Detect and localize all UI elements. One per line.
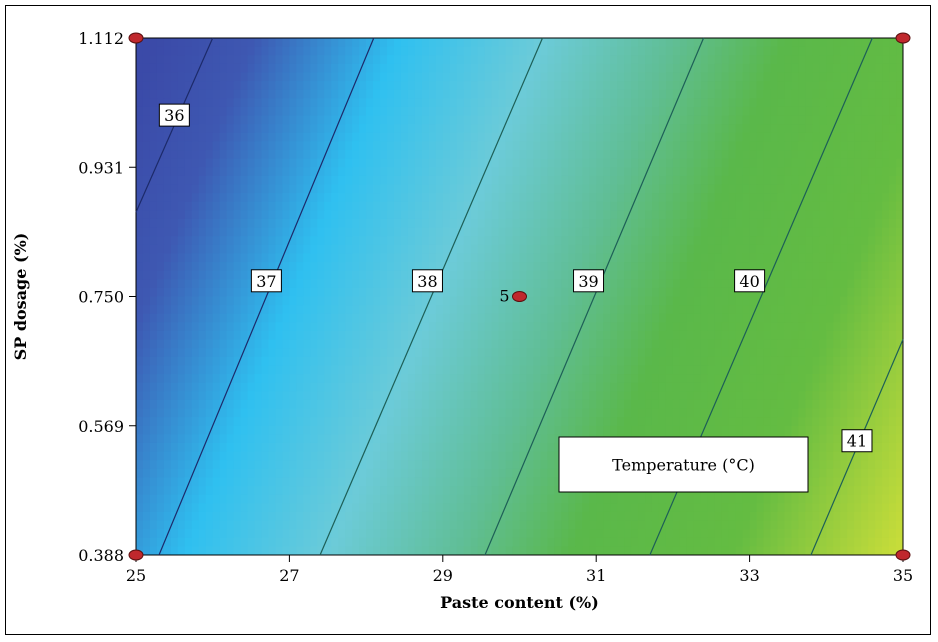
contour-label-box-37 (250, 269, 282, 293)
x-tick-label: 31 (586, 566, 606, 585)
contour-label-box-39 (573, 269, 605, 293)
design-point (895, 32, 911, 44)
contour-label-box-40 (734, 269, 766, 293)
design-point (128, 549, 144, 561)
x-tick-label: 27 (279, 566, 299, 585)
contour-label-box-41 (841, 429, 873, 453)
y-tick-label: 0.388 (78, 546, 124, 565)
y-tick-label: 0.931 (78, 158, 124, 177)
x-tick-label: 25 (126, 566, 146, 585)
contour-label-41: 41 (847, 432, 867, 451)
contour-chart: 36 37 38 39 40 41 25 27 29 31 33 35 0.388 0.569 0.750… (11, 29, 913, 612)
contour-label-39: 39 (578, 272, 598, 291)
y-axis-title: SP dosage (%) (11, 233, 30, 361)
x-tick-label: 35 (893, 566, 913, 585)
contour-line-37 (158, 37, 375, 556)
x-axis-title: Paste content (%) (440, 593, 599, 612)
contour-label-40: 40 (739, 272, 759, 291)
contour-line-39 (484, 37, 705, 556)
chart-frame: 36 37 38 39 40 41 25 27 29 31 33 35 0.388 0.569 0.750… (5, 5, 931, 635)
contour-label-box-36 (158, 103, 190, 127)
y-tick-label: 1.112 (78, 29, 124, 48)
design-point-label: 5 (499, 287, 509, 306)
y-tick-label: 0.750 (78, 288, 124, 307)
x-tick-label: 29 (433, 566, 453, 585)
contour-line-38 (319, 37, 544, 556)
legend-box (558, 436, 809, 493)
x-tick-label: 33 (739, 566, 759, 585)
y-tick-label: 0.569 (78, 417, 124, 436)
legend-label: Temperature (°C) (612, 456, 755, 475)
contour-label-37: 37 (256, 272, 276, 291)
design-point (512, 291, 527, 302)
contour-label-36: 36 (164, 106, 184, 125)
contour-label-box-38 (411, 269, 443, 293)
contour-label-38: 38 (417, 272, 437, 291)
design-point (895, 549, 911, 561)
design-point (128, 32, 144, 44)
